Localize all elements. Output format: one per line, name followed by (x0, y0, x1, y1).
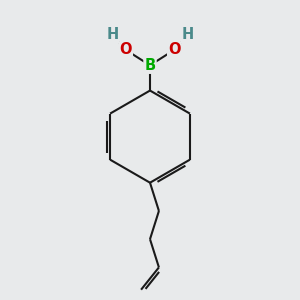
Text: H: H (182, 28, 194, 43)
Text: H: H (106, 28, 118, 43)
Text: O: O (168, 42, 181, 57)
Text: O: O (119, 42, 132, 57)
Text: B: B (144, 58, 156, 73)
